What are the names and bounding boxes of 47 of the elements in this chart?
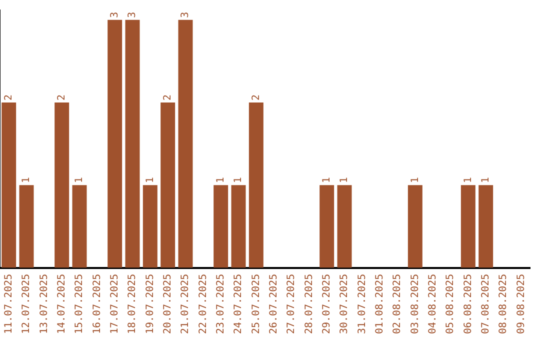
- data-label: 1: [480, 177, 492, 184]
- x-tick-label: 23.07.2025: [215, 274, 226, 334]
- x-tick-label: 09.08.2025: [516, 274, 527, 334]
- x-tick-label: 24.07.2025: [233, 274, 244, 334]
- x-tick-label: 30.07.2025: [339, 274, 350, 334]
- x-tick-label: 05.08.2025: [445, 274, 456, 334]
- x-tick-label: 26.07.2025: [268, 274, 280, 334]
- x-tick-label: 08.08.2025: [498, 274, 510, 334]
- x-tick-label: 16.07.2025: [92, 274, 103, 334]
- data-label: 2: [56, 94, 68, 101]
- data-label: 1: [144, 177, 156, 184]
- data-label: 1: [410, 177, 421, 184]
- data-label: 2: [162, 94, 174, 101]
- x-tick-label: 14.07.2025: [56, 274, 68, 334]
- data-label: 3: [180, 12, 192, 18]
- x-tick-label: 20.07.2025: [162, 274, 174, 334]
- x-tick-label: 31.07.2025: [356, 274, 368, 334]
- data-label: 2: [3, 94, 14, 101]
- x-tick-label: 06.08.2025: [462, 274, 474, 334]
- data-label: 3: [109, 12, 120, 18]
- x-tick-label: 15.07.2025: [74, 274, 86, 334]
- data-label: 1: [233, 177, 244, 184]
- x-tick-label: 21.07.2025: [180, 274, 192, 334]
- x-tick-label: 29.07.2025: [321, 274, 332, 334]
- x-tick-label: 11.07.2025: [3, 274, 14, 334]
- data-label: 1: [321, 177, 332, 184]
- data-label: 2: [250, 94, 262, 101]
- data-label: 1: [74, 177, 86, 184]
- x-tick-label: 13.07.2025: [38, 274, 50, 334]
- x-tick-label: 25.07.2025: [250, 274, 262, 334]
- data-label: 1: [215, 177, 226, 184]
- data-label: 3: [127, 12, 138, 18]
- x-tick-label: 04.08.2025: [427, 274, 438, 334]
- x-tick-label: 28.07.2025: [304, 274, 315, 334]
- x-tick-label: 22.07.2025: [198, 274, 209, 334]
- x-tick-label: 18.07.2025: [127, 274, 138, 334]
- x-tick-label: 17.07.2025: [109, 274, 120, 334]
- data-label: 1: [339, 177, 350, 184]
- x-tick-label: 02.08.2025: [392, 274, 404, 334]
- x-tick-label: 01.08.2025: [374, 274, 386, 334]
- data-label: 1: [462, 177, 474, 184]
- data-label: 1: [21, 177, 32, 184]
- x-tick-label: 19.07.2025: [144, 274, 156, 334]
- x-tick-label: 07.08.2025: [480, 274, 492, 334]
- x-tick-label: 12.07.2025: [21, 274, 32, 334]
- x-tick-label: 27.07.2025: [286, 274, 298, 334]
- x-tick-label: 03.08.2025: [410, 274, 421, 334]
